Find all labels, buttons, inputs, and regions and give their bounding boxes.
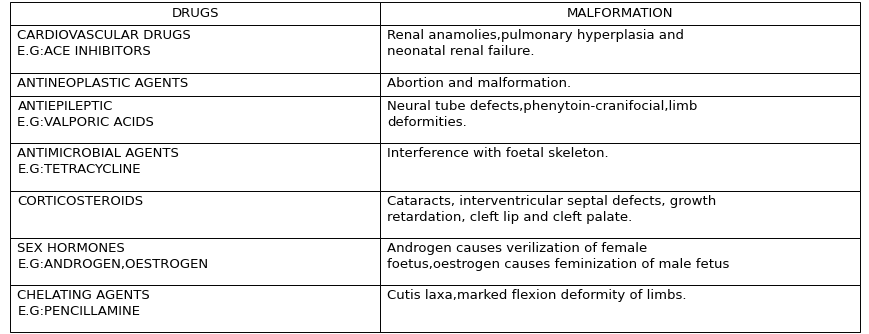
- Bar: [10, 191, 380, 238]
- Text: CHELATING AGENTS
E.G:PENCILLAMINE: CHELATING AGENTS E.G:PENCILLAMINE: [17, 289, 150, 318]
- Bar: [380, 25, 859, 72]
- Bar: [10, 238, 380, 285]
- Text: SEX HORMONES
E.G:ANDROGEN,OESTROGEN: SEX HORMONES E.G:ANDROGEN,OESTROGEN: [17, 242, 209, 271]
- Bar: [10, 96, 380, 143]
- Bar: [380, 143, 859, 191]
- Bar: [10, 285, 380, 332]
- Text: ANTIMICROBIAL AGENTS
E.G:TETRACYCLINE: ANTIMICROBIAL AGENTS E.G:TETRACYCLINE: [17, 147, 179, 176]
- Text: Neural tube defects,phenytoin-cranifocial,limb
deformities.: Neural tube defects,phenytoin-cranifocia…: [387, 100, 696, 129]
- Text: CARDIOVASCULAR DRUGS
E.G:ACE INHIBITORS: CARDIOVASCULAR DRUGS E.G:ACE INHIBITORS: [17, 29, 191, 58]
- Bar: [10, 143, 380, 191]
- Text: MALFORMATION: MALFORMATION: [566, 7, 672, 20]
- Text: CORTICOSTEROIDS: CORTICOSTEROIDS: [17, 195, 143, 208]
- Bar: [10, 25, 380, 72]
- Bar: [380, 191, 859, 238]
- Bar: [380, 285, 859, 332]
- Text: ANTINEOPLASTIC AGENTS: ANTINEOPLASTIC AGENTS: [17, 76, 189, 90]
- Text: ANTIEPILEPTIC
E.G:VALPORIC ACIDS: ANTIEPILEPTIC E.G:VALPORIC ACIDS: [17, 100, 154, 129]
- Bar: [380, 2, 859, 25]
- Bar: [380, 96, 859, 143]
- Text: Abortion and malformation.: Abortion and malformation.: [387, 76, 570, 90]
- Text: Interference with foetal skeleton.: Interference with foetal skeleton.: [387, 147, 607, 160]
- Text: Androgen causes verilization of female
foetus,oestrogen causes feminization of m: Androgen causes verilization of female f…: [387, 242, 728, 271]
- Text: Cutis laxa,marked flexion deformity of limbs.: Cutis laxa,marked flexion deformity of l…: [387, 289, 686, 302]
- Text: Cataracts, interventricular septal defects, growth
retardation, cleft lip and cl: Cataracts, interventricular septal defec…: [387, 195, 715, 224]
- Bar: [380, 72, 859, 96]
- Bar: [380, 238, 859, 285]
- Bar: [10, 72, 380, 96]
- Text: Renal anamolies,pulmonary hyperplasia and
neonatal renal failure.: Renal anamolies,pulmonary hyperplasia an…: [387, 29, 683, 58]
- Bar: [10, 2, 380, 25]
- Text: DRUGS: DRUGS: [171, 7, 219, 20]
